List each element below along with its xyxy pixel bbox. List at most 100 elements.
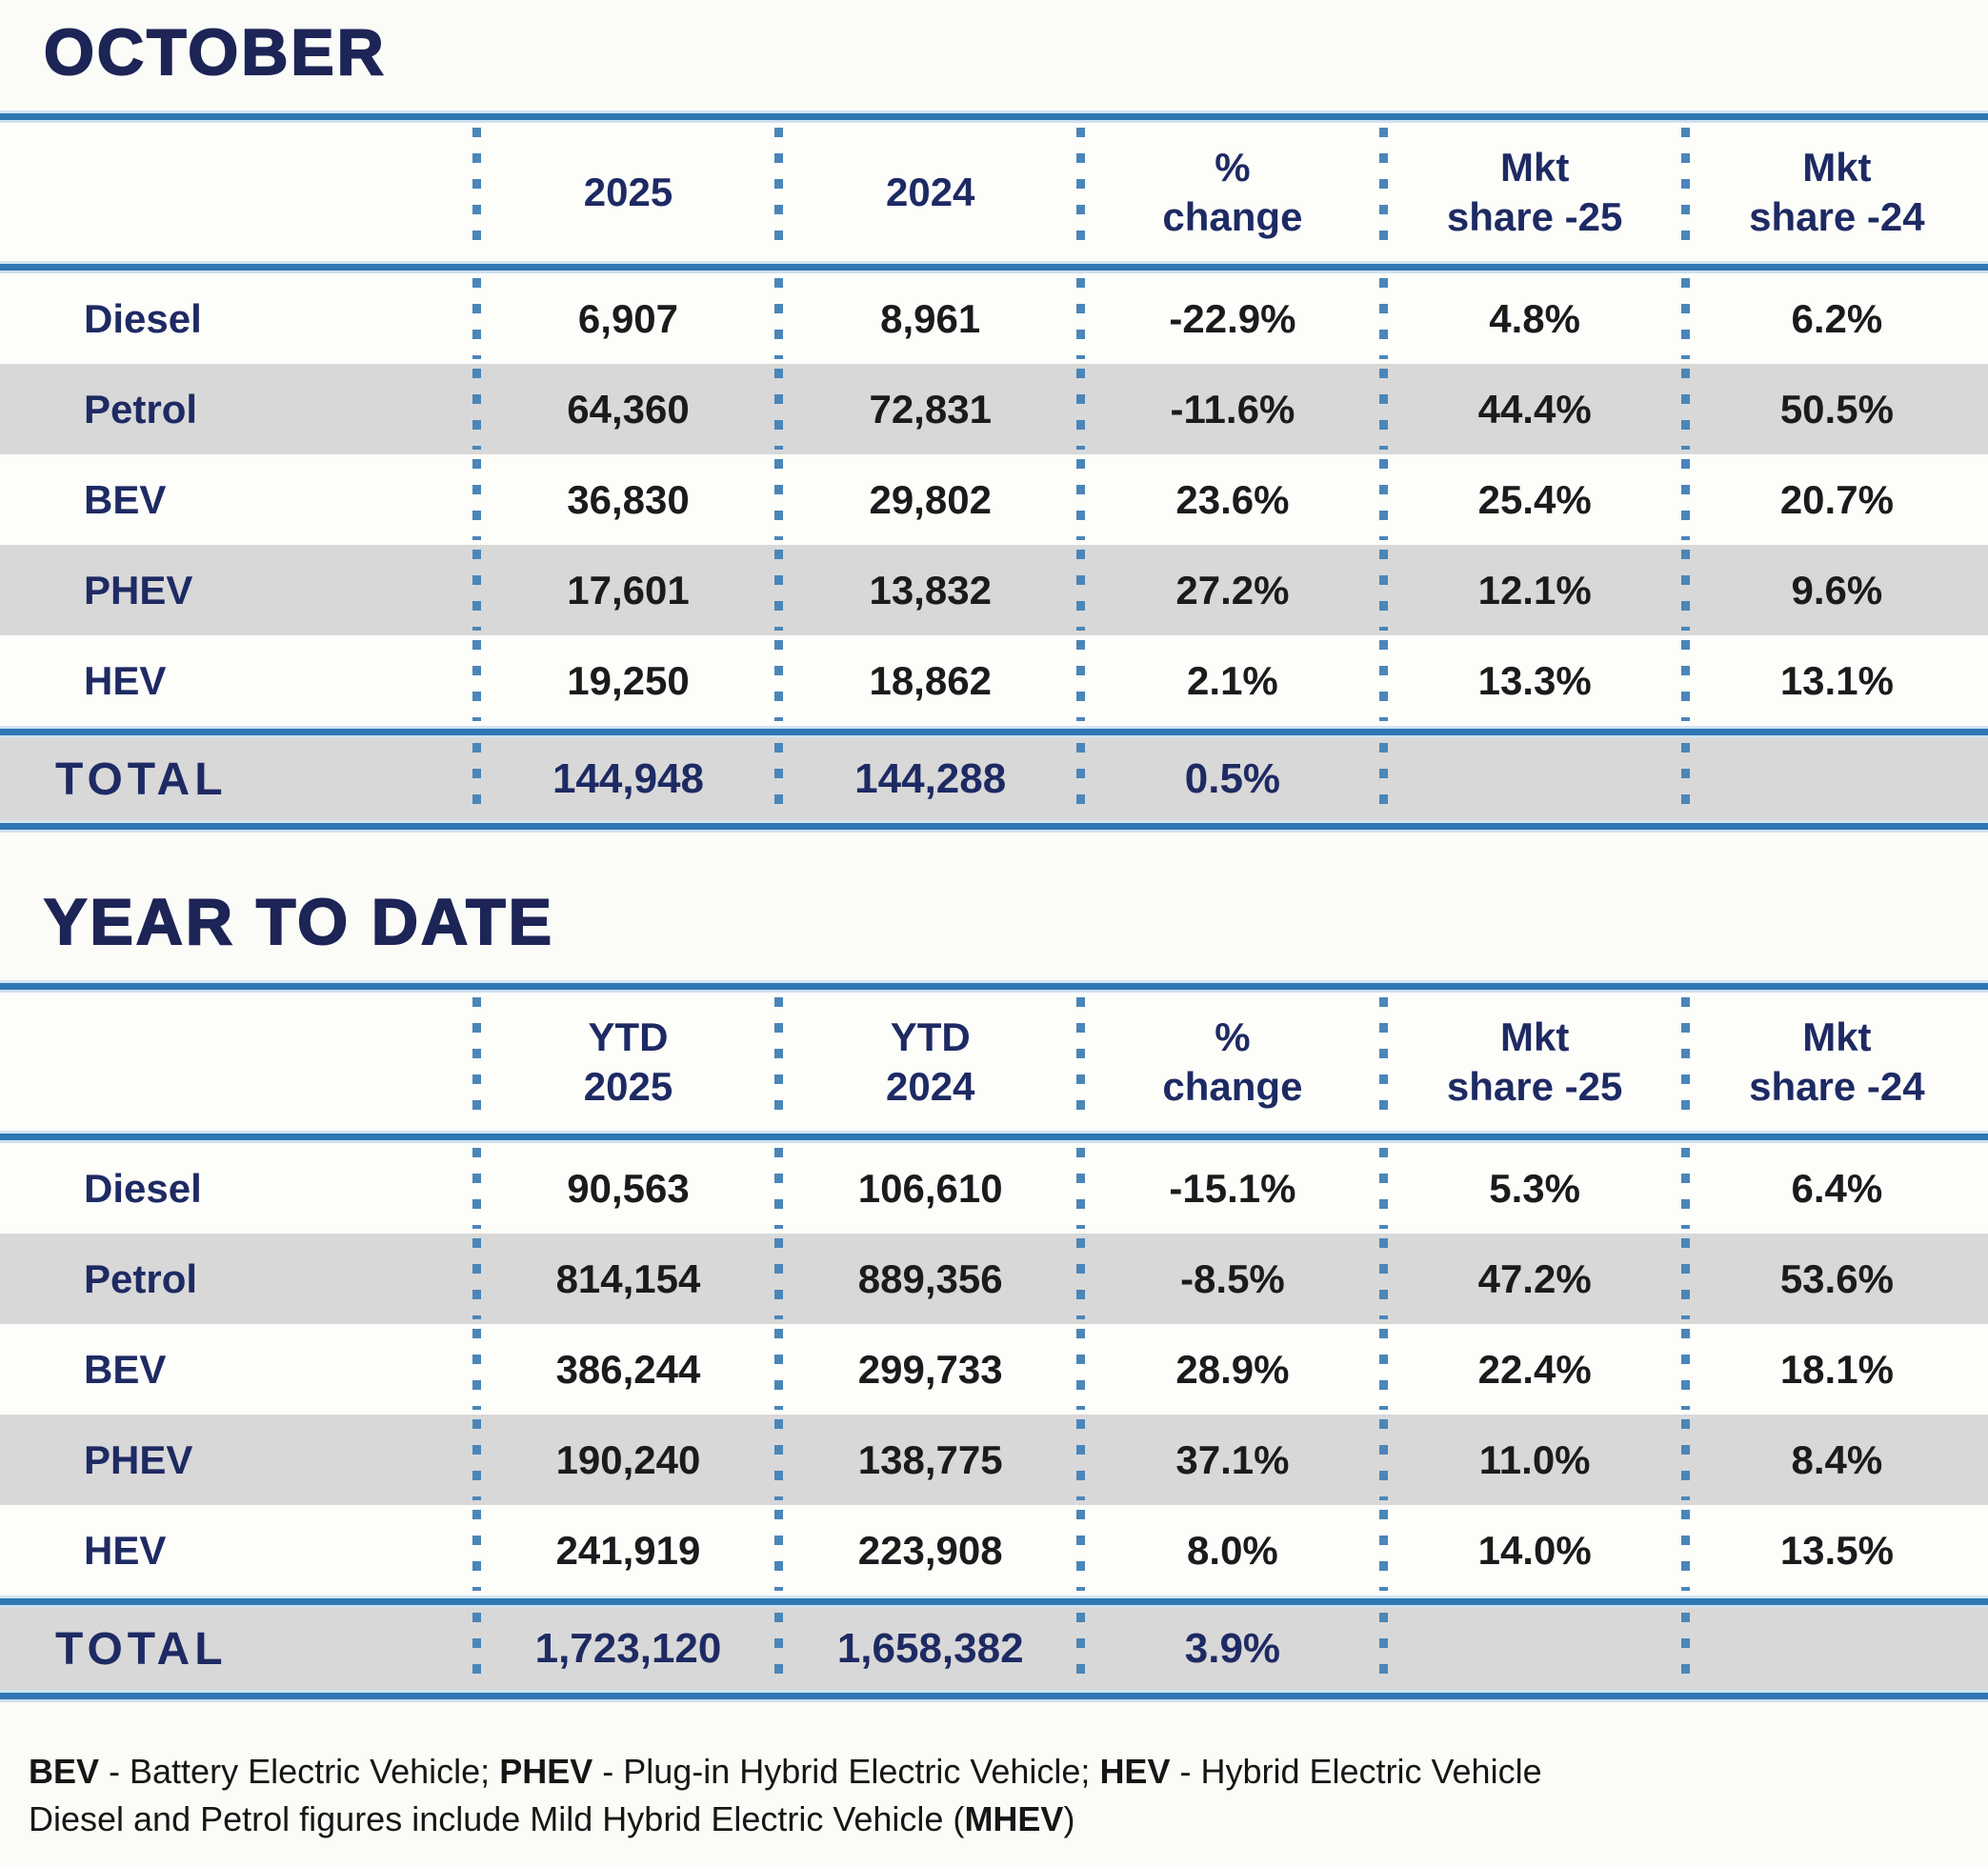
table-row-petrol: Petrol 814,154 889,356 -8.5% 47.2% 53.6%: [0, 1234, 1988, 1324]
footnote-segment: BEV: [29, 1752, 100, 1791]
value-cell: 13,832: [774, 545, 1082, 635]
footnote-segment: Diesel and Petrol figures include Mild H…: [29, 1799, 965, 1839]
rule-bar: [0, 1131, 1988, 1143]
total-label: TOTAL: [0, 738, 477, 820]
footnote-segment: ): [1063, 1799, 1075, 1839]
column-header-line2: share -25: [1446, 193, 1623, 239]
value-cell: -11.6%: [1076, 364, 1384, 454]
row-label: Diesel: [0, 273, 477, 364]
value-cell: 90,563: [472, 1143, 780, 1234]
table-row-bev: BEV 36,830 29,802 23.6% 25.4% 20.7%: [0, 454, 1988, 545]
row-label: Diesel: [0, 1143, 477, 1234]
total-value-cell: 144,288: [774, 738, 1082, 820]
value-cell: 11.0%: [1378, 1415, 1686, 1505]
year-to-date-table: YTD 2025 YTD 2024 % change Mkt share -25: [0, 980, 1988, 1702]
rule-bar: [0, 110, 1988, 123]
year-to-date-title: YEAR TO DATE: [43, 885, 554, 959]
value-cell: 12.1%: [1378, 545, 1686, 635]
column-header-line2: 2025: [583, 1063, 673, 1109]
value-cell: 889,356: [774, 1234, 1082, 1324]
table-row-phev: PHEV 17,601 13,832 27.2% 12.1% 9.6%: [0, 545, 1988, 635]
column-header-pct-change: % change: [1076, 123, 1384, 261]
total-value-cell: [1378, 738, 1686, 820]
column-header-line2: change: [1162, 193, 1303, 239]
value-cell: -8.5%: [1076, 1234, 1384, 1324]
footnote-segment: MHEV: [964, 1799, 1064, 1839]
column-header-line1: %: [1215, 1014, 1251, 1060]
column-header-ytd-2025: YTD 2025: [472, 993, 780, 1131]
total-value-cell: 144,948: [472, 738, 780, 820]
column-header-line1: Mkt: [1802, 145, 1872, 191]
value-cell: 6.2%: [1680, 273, 1988, 364]
column-header-line1: YTD: [588, 1014, 669, 1060]
value-cell: 8,961: [774, 273, 1082, 364]
value-cell: 138,775: [774, 1415, 1082, 1505]
column-header-pct-change: % change: [1076, 993, 1384, 1131]
value-cell: 18.1%: [1680, 1324, 1988, 1415]
row-label: Petrol: [0, 364, 477, 454]
table-row-phev: PHEV 190,240 138,775 37.1% 11.0% 8.4%: [0, 1415, 1988, 1505]
row-label: BEV: [0, 454, 477, 545]
value-cell: 13.3%: [1378, 635, 1686, 726]
footnote-line1: BEV - Battery Electric Vehicle; PHEV - P…: [29, 1748, 1988, 1796]
value-cell: 190,240: [472, 1415, 780, 1505]
value-cell: 299,733: [774, 1324, 1082, 1415]
column-header-empty: [0, 993, 477, 1131]
column-header-mkt-share-24: Mkt share -24: [1680, 123, 1988, 261]
value-cell: -15.1%: [1076, 1143, 1384, 1234]
table-rule: [0, 820, 1988, 833]
value-cell: 13.1%: [1680, 635, 1988, 726]
table-rule: [0, 1690, 1988, 1702]
total-value-cell: 1,723,120: [472, 1608, 780, 1690]
row-label: HEV: [0, 635, 477, 726]
value-cell: 44.4%: [1378, 364, 1686, 454]
value-cell: 18,862: [774, 635, 1082, 726]
footnote-segment: PHEV: [499, 1752, 593, 1791]
value-cell: 386,244: [472, 1324, 780, 1415]
total-value-cell: 0.5%: [1076, 738, 1384, 820]
table-total-row: TOTAL 1,723,120 1,658,382 3.9%: [0, 1608, 1988, 1690]
value-cell: -22.9%: [1076, 273, 1384, 364]
total-label: TOTAL: [0, 1608, 477, 1690]
footnote-segment: - Battery Electric Vehicle;: [99, 1752, 500, 1791]
value-cell: 72,831: [774, 364, 1082, 454]
footnote-line2: Diesel and Petrol figures include Mild H…: [29, 1796, 1988, 1843]
table-row-bev: BEV 386,244 299,733 28.9% 22.4% 18.1%: [0, 1324, 1988, 1415]
table-rule: [0, 726, 1988, 738]
rule-bar: [0, 1690, 1988, 1702]
total-value-cell: [1680, 1608, 1988, 1690]
footnote: BEV - Battery Electric Vehicle; PHEV - P…: [29, 1748, 1988, 1844]
column-header-mkt-share-25: Mkt share -25: [1378, 993, 1686, 1131]
column-header-line2: share -25: [1446, 1063, 1623, 1109]
value-cell: 9.6%: [1680, 545, 1988, 635]
total-value-cell: 3.9%: [1076, 1608, 1384, 1690]
october-title: OCTOBER: [43, 15, 387, 90]
footnote-segment: - Hybrid Electric Vehicle: [1170, 1752, 1542, 1791]
value-cell: 20.7%: [1680, 454, 1988, 545]
column-header-line2: 2024: [885, 1063, 975, 1109]
value-cell: 17,601: [472, 545, 780, 635]
value-cell: 47.2%: [1378, 1234, 1686, 1324]
row-label: PHEV: [0, 545, 477, 635]
table-row-diesel: Diesel 6,907 8,961 -22.9% 4.8% 6.2%: [0, 273, 1988, 364]
column-header-line2: share -24: [1749, 193, 1925, 239]
value-cell: 2.1%: [1076, 635, 1384, 726]
value-cell: 27.2%: [1076, 545, 1384, 635]
value-cell: 19,250: [472, 635, 780, 726]
header-row: YTD 2025 YTD 2024 % change Mkt share -25: [0, 993, 1988, 1131]
table-total-row: TOTAL 144,948 144,288 0.5%: [0, 738, 1988, 820]
table-rule: [0, 1131, 1988, 1143]
value-cell: 814,154: [472, 1234, 780, 1324]
value-cell: 8.0%: [1076, 1505, 1384, 1596]
table-row-hev: HEV 241,919 223,908 8.0% 14.0% 13.5%: [0, 1505, 1988, 1596]
column-header-mkt-share-24: Mkt share -24: [1680, 993, 1988, 1131]
october-section: OCTOBER 2025 2024 %: [0, 15, 1988, 833]
row-label: BEV: [0, 1324, 477, 1415]
column-header-mkt-share-25: Mkt share -25: [1378, 123, 1686, 261]
value-cell: 8.4%: [1680, 1415, 1988, 1505]
value-cell: 4.8%: [1378, 273, 1686, 364]
column-header-line1: 2025: [583, 169, 673, 214]
table-row-hev: HEV 19,250 18,862 2.1% 13.3% 13.1%: [0, 635, 1988, 726]
value-cell: 29,802: [774, 454, 1082, 545]
